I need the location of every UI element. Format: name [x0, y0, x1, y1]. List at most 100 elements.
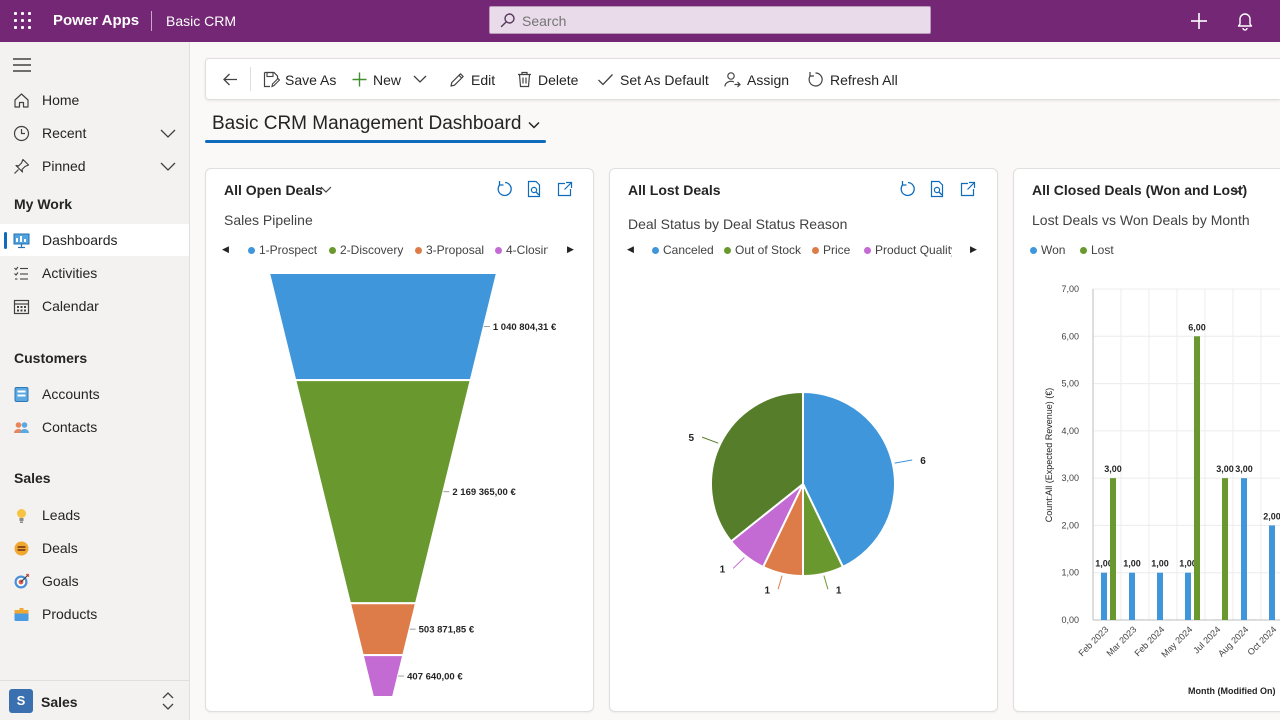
view-records-icon[interactable] [929, 180, 947, 198]
legend-label: Lost [1091, 243, 1114, 257]
new-button[interactable]: New [351, 59, 436, 99]
chart-legend: Won Lost [1030, 243, 1150, 257]
legend-prev-icon[interactable]: ◀ [222, 244, 229, 254]
search-input[interactable] [522, 13, 902, 29]
legend-swatch [329, 247, 336, 254]
clock-icon [13, 125, 30, 142]
chevron-down-icon[interactable] [1232, 185, 1244, 195]
data-label: 2 169 365,00 € [452, 487, 516, 498]
legend-prev-icon[interactable]: ◀ [627, 244, 634, 254]
funnel-segment [361, 654, 405, 698]
sidebar-item-pinned[interactable]: Pinned [0, 150, 189, 182]
sidebar-item-accounts[interactable]: Accounts [0, 378, 189, 410]
command-label: Delete [538, 72, 579, 88]
set-as-default-button[interactable]: Set As Default [597, 59, 709, 99]
sidebar-item-deals[interactable]: Deals [0, 532, 189, 564]
home-icon [14, 93, 29, 108]
data-label: 6 [920, 456, 926, 467]
expand-icon[interactable] [556, 180, 574, 198]
sidebar-item-leads[interactable]: Leads [0, 499, 189, 531]
nav-group-sales: Sales [14, 470, 51, 486]
save-as-button[interactable]: Save As [263, 59, 343, 99]
sidebar-item-label: Calendar [42, 298, 99, 314]
legend-item[interactable]: 4-Closin [495, 243, 548, 257]
command-bar: Save As New Edit Delete Set As Default A… [205, 58, 1280, 100]
delete-button[interactable]: Delete [516, 59, 581, 99]
data-label: 1,00 [1151, 559, 1169, 569]
plus-icon [352, 72, 367, 87]
command-label: Edit [471, 72, 496, 88]
refresh-icon[interactable] [496, 180, 514, 198]
sidebar-item-products[interactable]: Products [0, 598, 189, 630]
person-arrow-icon [724, 72, 741, 88]
legend-swatch [812, 247, 819, 254]
expand-icon[interactable] [959, 180, 977, 198]
card-title[interactable]: All Closed Deals (Won and Lost) [1032, 182, 1248, 198]
sidebar-item-label: Contacts [42, 419, 98, 435]
back-button[interactable] [220, 59, 244, 99]
environment-title[interactable]: Basic CRM [166, 13, 237, 29]
sidebar-item-dashboards[interactable]: Dashboards [0, 224, 189, 256]
data-label: 503 871,85 € [419, 625, 475, 636]
app-launcher-icon[interactable] [13, 11, 33, 31]
chevron-down-icon[interactable] [527, 118, 541, 132]
bar [1222, 478, 1228, 620]
legend-next-icon[interactable]: ▶ [567, 244, 574, 254]
legend-next-icon[interactable]: ▶ [970, 244, 977, 254]
data-label-leader [732, 557, 745, 569]
dashboard-title[interactable]: Basic CRM Management Dashboard [212, 113, 522, 134]
search-box[interactable] [489, 6, 931, 34]
legend-swatch [864, 247, 871, 254]
hamburger-menu-icon[interactable] [13, 58, 31, 72]
data-label-leader [777, 575, 783, 590]
activities-icon [14, 266, 28, 280]
card-title[interactable]: All Open Deals [224, 182, 323, 198]
legend-item[interactable]: Product Quality [864, 243, 952, 257]
refresh-all-button[interactable]: Refresh All [807, 59, 902, 99]
data-label: 1,00 [1123, 559, 1141, 569]
sidebar-item-activities[interactable]: Activities [0, 257, 189, 289]
pie-slice [802, 390, 896, 569]
chart-subtitle: Sales Pipeline [224, 212, 313, 228]
sidebar-item-recent[interactable]: Recent [0, 117, 189, 149]
x-tick-label: Oct 2024 [1246, 624, 1279, 657]
data-label: 3,00 [1235, 464, 1253, 474]
sidebar-item-label: Pinned [42, 158, 86, 174]
dashboard-title-underline [205, 140, 546, 143]
top-app-bar: Power Apps Basic CRM [0, 0, 1280, 42]
legend-swatch [415, 247, 422, 254]
plus-icon[interactable] [1189, 11, 1209, 31]
y-tick-label: 7,00 [1061, 284, 1079, 294]
sidebar-item-label: Leads [42, 507, 81, 523]
sidebar-item-calendar[interactable]: Calendar [0, 290, 189, 322]
legend-label: 2-Discovery [340, 243, 404, 257]
data-label: 1,00 [1095, 559, 1113, 569]
app-title[interactable]: Power Apps [53, 12, 140, 29]
edit-button[interactable]: Edit [449, 59, 499, 99]
view-records-icon[interactable] [526, 180, 544, 198]
assign-button[interactable]: Assign [724, 59, 789, 99]
sidebar-item-label: Accounts [42, 386, 100, 402]
chevron-down-icon[interactable] [160, 127, 176, 139]
arrow-left-icon [223, 73, 237, 86]
area-switcher[interactable]: S Sales [0, 680, 189, 720]
refresh-icon[interactable] [899, 180, 917, 198]
chart-legend: ◀ Canceled Out of Stock Price Product Qu… [626, 243, 986, 257]
chevron-down-icon[interactable] [320, 185, 332, 195]
bell-icon[interactable] [1236, 11, 1254, 31]
pencil-icon [450, 73, 464, 87]
sidebar-item-goals[interactable]: Goals [0, 565, 189, 597]
legend-label: 3-Proposal [426, 243, 485, 257]
lightbulb-icon [17, 509, 26, 523]
sidebar-item-home[interactable]: Home [0, 84, 189, 116]
chevron-up-down-icon[interactable] [160, 691, 176, 711]
chevron-down-icon[interactable] [160, 160, 176, 172]
bar [1129, 572, 1135, 620]
sidebar-item-label: Recent [42, 125, 87, 141]
calendar-icon [13, 299, 30, 315]
data-label: 1 040 804,31 € [493, 322, 557, 333]
card-title[interactable]: All Lost Deals [628, 182, 721, 198]
sidebar-item-contacts[interactable]: Contacts [0, 411, 189, 443]
bar [1250, 619, 1256, 620]
chevron-down-icon[interactable] [413, 73, 427, 85]
